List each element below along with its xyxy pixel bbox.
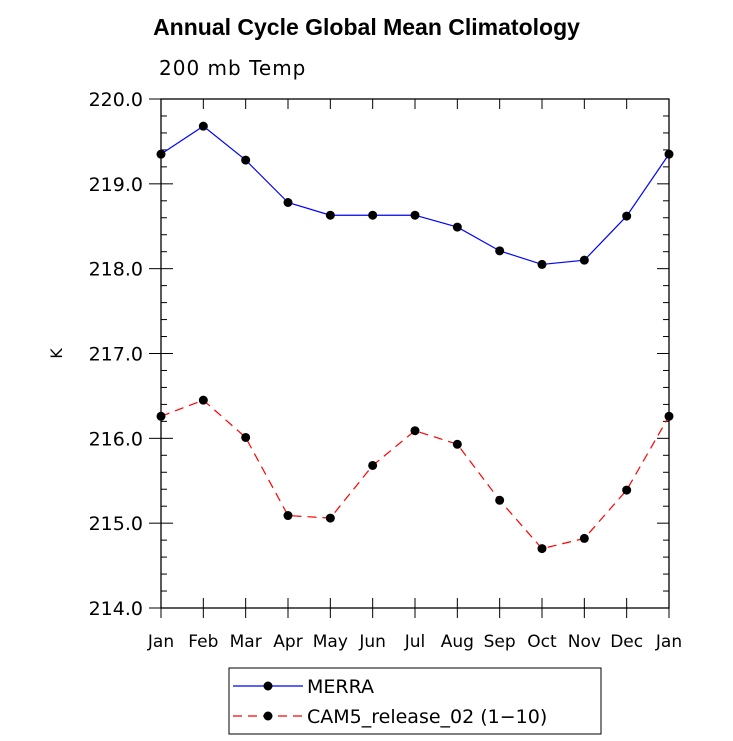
legend-marker (263, 681, 273, 691)
x-tick-label: Jun (358, 632, 386, 652)
data-point (579, 255, 589, 265)
x-tick-label: May (313, 632, 348, 652)
plot-frame (160, 98, 670, 609)
data-point (283, 197, 293, 207)
data-point (537, 259, 547, 269)
data-point (664, 411, 674, 421)
data-point (410, 426, 420, 436)
y-tick-label: 220.0 (89, 89, 143, 111)
data-point (495, 495, 505, 505)
data-point (410, 210, 420, 220)
data-point (664, 149, 674, 159)
x-tick-label: Nov (568, 632, 601, 652)
x-tick-label: Sep (484, 632, 516, 652)
data-point (283, 511, 293, 521)
legend-marker (263, 711, 273, 721)
data-point (198, 121, 208, 131)
data-point (198, 395, 208, 405)
data-point (241, 155, 251, 165)
x-tick-label: Oct (527, 632, 557, 652)
chart-subtitle: 200 mb Temp (159, 56, 307, 80)
data-point (452, 222, 462, 232)
data-point (325, 210, 335, 220)
data-point (495, 246, 505, 256)
data-point (579, 533, 589, 543)
data-point (325, 513, 335, 523)
data-point (622, 211, 632, 221)
data-point (452, 439, 462, 449)
legend-label: CAM5_release_02 (1−10) (307, 706, 547, 728)
x-tick-label: Dec (610, 632, 643, 652)
data-point (368, 210, 378, 220)
y-tick-label: 216.0 (89, 428, 143, 450)
series-line-0 (160, 125, 670, 266)
chart-title: Annual Cycle Global Mean Climatology (153, 14, 580, 40)
x-tick-label: Aug (441, 632, 474, 652)
legend-box (228, 667, 602, 735)
x-tick-label: Jul (404, 632, 426, 652)
data-point (156, 411, 166, 421)
x-tick-label: Mar (230, 632, 262, 652)
x-tick-label: Apr (273, 632, 302, 652)
y-tick-label: 217.0 (89, 344, 143, 366)
data-point (537, 544, 547, 554)
y-tick-label: 214.0 (89, 598, 143, 620)
y-axis-label: K (47, 348, 66, 359)
data-point (156, 149, 166, 159)
x-tick-label: Feb (188, 632, 218, 652)
y-tick-label: 218.0 (89, 259, 143, 281)
data-point (241, 432, 251, 442)
data-point (622, 485, 632, 495)
data-point (368, 460, 378, 470)
y-tick-label: 215.0 (89, 513, 143, 535)
series-line-1 (160, 399, 670, 550)
x-tick-label: Jan (655, 632, 682, 652)
y-tick-label: 219.0 (89, 174, 143, 196)
x-tick-label: Jan (147, 632, 174, 652)
legend-label: MERRA (307, 676, 374, 698)
